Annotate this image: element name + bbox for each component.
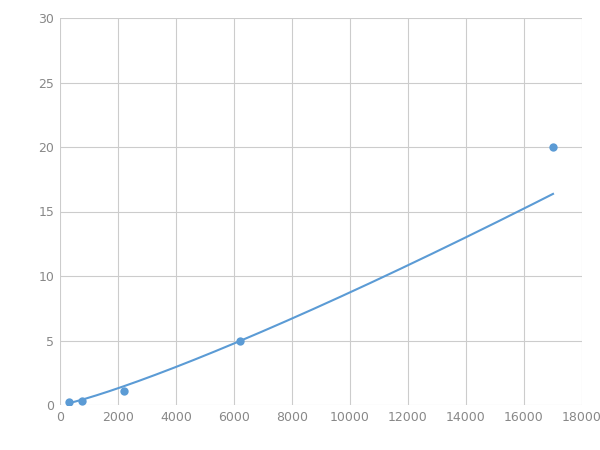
Point [235, 337, 245, 344]
Point [64, 399, 74, 406]
Point [119, 387, 128, 394]
Point [77, 397, 86, 405]
Point [548, 144, 558, 151]
